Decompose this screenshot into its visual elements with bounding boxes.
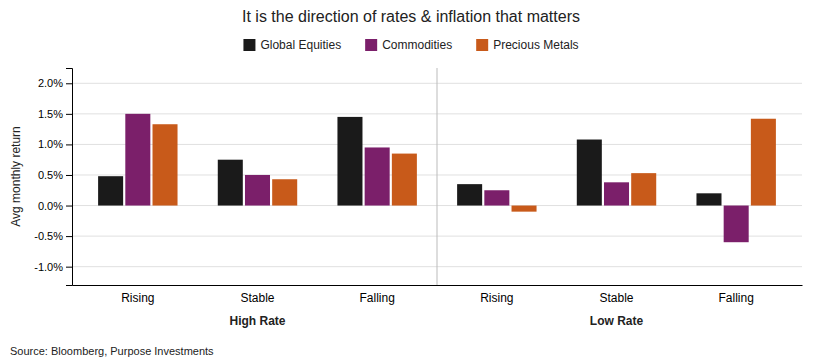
tick-label: 1.5% <box>38 108 63 120</box>
axis-title: Avg monthly return <box>9 126 23 227</box>
bar <box>337 117 362 206</box>
legend-swatch <box>365 39 377 51</box>
tick-mark <box>66 206 72 207</box>
axis-line <box>73 285 803 286</box>
series <box>153 119 776 212</box>
tick-mark <box>66 175 72 176</box>
source: Source: Bloomberg, Purpose Investments <box>10 345 214 357</box>
section-label: High Rate <box>229 314 285 328</box>
tick: 0.5% <box>38 169 72 181</box>
tick: Stable <box>599 285 633 305</box>
tick-mark <box>66 236 72 237</box>
section-label: Low Rate <box>590 314 644 328</box>
bar <box>98 176 123 205</box>
tick: 0.0% <box>38 200 72 212</box>
bar <box>125 114 150 206</box>
legend-item: Global Equities <box>243 38 341 52</box>
bar <box>604 182 629 205</box>
tick-label: -0.5% <box>34 230 63 242</box>
bar <box>724 206 749 243</box>
y-axis: -1.0% -0.5% 0.0% 0.5% 1.0% 1.5% 2.0% <box>34 69 72 286</box>
tick-label: 1.0% <box>38 138 63 150</box>
tick: 1.5% <box>38 108 72 120</box>
tick: Stable <box>240 285 274 305</box>
tick-label: Stable <box>240 291 274 305</box>
tick: 1.0% <box>38 138 72 150</box>
tick: Falling <box>359 285 394 305</box>
tick: Falling <box>719 285 754 305</box>
bar <box>484 190 509 205</box>
tick-mark <box>66 144 72 145</box>
title: It is the direction of rates & inflation… <box>242 8 580 25</box>
tick-label: Rising <box>121 291 154 305</box>
x-axis: Rising Stable Falling Rising Stable Falling <box>73 285 803 305</box>
bar <box>631 173 656 205</box>
bar <box>457 184 482 205</box>
tick-label: 0.0% <box>38 200 63 212</box>
tick-label: Rising <box>480 291 513 305</box>
legend-swatch <box>476 39 488 51</box>
tick-label: Stable <box>599 291 633 305</box>
legend-swatch <box>243 39 255 51</box>
tick-label: Falling <box>719 291 754 305</box>
bar <box>153 124 178 205</box>
tick: Rising <box>121 285 154 305</box>
plot: -1.0% -0.5% 0.0% 0.5% 1.0% 1.5% 2.0% Rising Stab… <box>9 68 803 328</box>
tick-label: -1.0% <box>34 261 63 273</box>
tick-label: 0.5% <box>38 169 63 181</box>
legend-item: Precious Metals <box>476 38 578 52</box>
legend-label: Precious Metals <box>493 38 578 52</box>
bar <box>577 140 602 206</box>
bar <box>392 154 417 206</box>
legend-label: Global Equities <box>260 38 341 52</box>
tick: -1.0% <box>34 261 72 273</box>
tick: Rising <box>480 285 513 305</box>
tick-mark <box>66 83 72 84</box>
tick-label: Falling <box>359 291 394 305</box>
tick-mark <box>66 114 72 115</box>
bar <box>751 119 776 206</box>
axis-line <box>66 69 73 286</box>
bar <box>245 175 270 206</box>
bar <box>272 179 297 205</box>
bar <box>512 206 537 212</box>
series <box>98 117 721 206</box>
tick: -0.5% <box>34 230 72 242</box>
legend-item: Commodities <box>365 38 452 52</box>
legend: Global Equities Commodities Precious Metal… <box>243 38 578 52</box>
chart: It is the direction of rates & inflation… <box>0 0 822 363</box>
tick-label: 2.0% <box>38 77 63 89</box>
tick-mark <box>66 267 72 268</box>
legend-label: Commodities <box>382 38 452 52</box>
divider <box>437 68 438 285</box>
tick: 2.0% <box>38 77 72 89</box>
bar <box>365 147 390 205</box>
bar <box>696 193 721 205</box>
bar <box>218 160 243 206</box>
